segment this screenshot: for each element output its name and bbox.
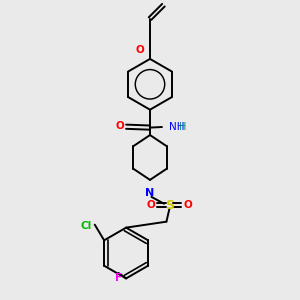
Text: F: F bbox=[115, 272, 122, 283]
Text: S: S bbox=[165, 199, 174, 212]
Text: O: O bbox=[184, 200, 192, 210]
Text: O: O bbox=[116, 121, 124, 130]
Text: O: O bbox=[146, 200, 155, 210]
Text: N: N bbox=[146, 188, 154, 198]
Text: O: O bbox=[136, 45, 145, 55]
Text: H: H bbox=[179, 122, 187, 132]
Text: Cl: Cl bbox=[80, 221, 92, 231]
Text: NH: NH bbox=[169, 122, 185, 132]
